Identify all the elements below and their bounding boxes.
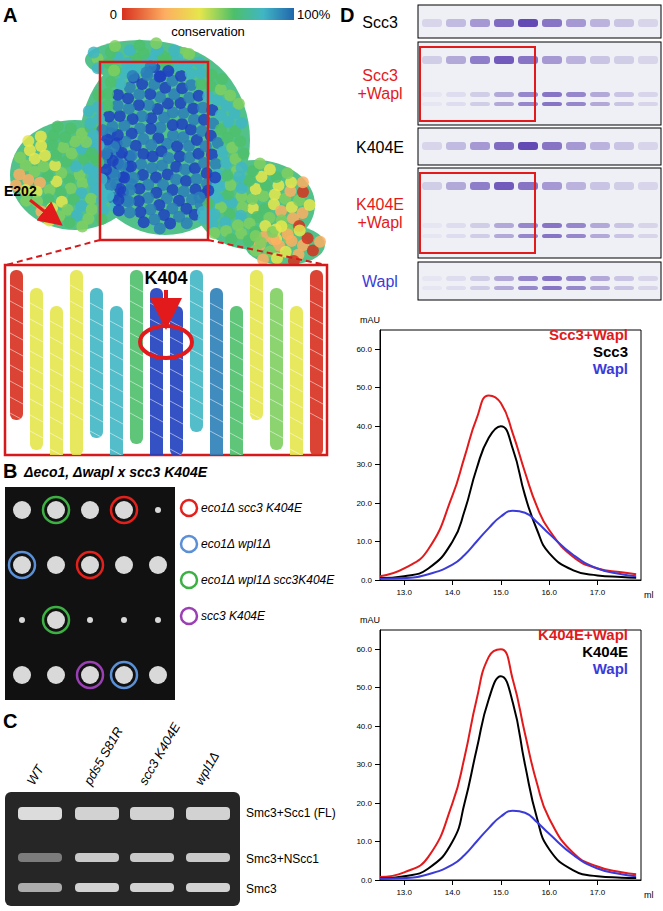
svg-text:WT: WT [24, 762, 48, 788]
svg-text:15.0: 15.0 [493, 888, 509, 897]
svg-text:scc3 K404E: scc3 K404E [136, 720, 184, 788]
svg-text:15.0: 15.0 [493, 588, 509, 597]
svg-text:20.0: 20.0 [356, 799, 372, 808]
svg-text:Smc3+Scc1 (FL): Smc3+Scc1 (FL) [246, 806, 336, 820]
svg-text:16.0: 16.0 [541, 588, 557, 597]
svg-text:eco1Δ scc3 K404E: eco1Δ scc3 K404E [201, 501, 303, 515]
svg-text:13.0: 13.0 [396, 588, 412, 597]
svg-text:Wapl: Wapl [593, 660, 628, 677]
svg-text:30.0: 30.0 [356, 460, 372, 469]
svg-text:C: C [3, 710, 17, 732]
svg-text:B: B [3, 460, 17, 482]
svg-text:ml: ml [644, 890, 654, 900]
svg-text:50.0: 50.0 [356, 683, 372, 692]
svg-text:10.0: 10.0 [356, 837, 372, 846]
svg-text:0.0: 0.0 [361, 876, 373, 885]
svg-text:14.0: 14.0 [445, 888, 461, 897]
svg-text:30.0: 30.0 [356, 760, 372, 769]
svg-text:14.0: 14.0 [445, 588, 461, 597]
svg-text:Smc3: Smc3 [246, 882, 277, 896]
svg-text:Smc3+NScc1: Smc3+NScc1 [246, 852, 319, 866]
svg-text:10.0: 10.0 [356, 537, 372, 546]
svg-text:Wapl: Wapl [362, 273, 398, 290]
svg-text:60.0: 60.0 [356, 645, 372, 654]
svg-text:0: 0 [110, 7, 117, 22]
svg-text:scc3 K404E: scc3 K404E [201, 609, 266, 623]
svg-text:Scc3: Scc3 [362, 14, 398, 31]
svg-text:E202: E202 [4, 183, 37, 199]
svg-text:0.0: 0.0 [361, 576, 373, 585]
svg-text:mAU: mAU [360, 315, 380, 325]
svg-text:40.0: 40.0 [356, 422, 372, 431]
svg-text:eco1Δ wpl1Δ: eco1Δ wpl1Δ [201, 537, 271, 551]
svg-text:conservation: conservation [171, 24, 245, 39]
svg-text:Scc3+Wapl: Scc3+Wapl [549, 326, 628, 343]
svg-text:Δeco1, Δwapl x scc3 K404E: Δeco1, Δwapl x scc3 K404E [23, 464, 208, 480]
svg-text:wpl1Δ: wpl1Δ [192, 749, 223, 787]
svg-text:60.0: 60.0 [356, 345, 372, 354]
svg-text:eco1Δ wpl1Δ scc3K404E: eco1Δ wpl1Δ scc3K404E [201, 573, 335, 587]
svg-text:17.0: 17.0 [590, 888, 606, 897]
svg-text:K404: K404 [144, 268, 187, 288]
svg-text:100%: 100% [297, 7, 331, 22]
svg-text:Wapl: Wapl [593, 360, 628, 377]
svg-text:17.0: 17.0 [590, 588, 606, 597]
svg-text:K404E+Wapl: K404E+Wapl [538, 626, 628, 643]
svg-text:K404E: K404E [582, 643, 628, 660]
svg-text:20.0: 20.0 [356, 499, 372, 508]
svg-text:ml: ml [644, 590, 654, 600]
svg-text:K404E+Wapl: K404E+Wapl [356, 196, 404, 231]
svg-text:40.0: 40.0 [356, 722, 372, 731]
svg-text:50.0: 50.0 [356, 383, 372, 392]
svg-text:mAU: mAU [360, 615, 380, 625]
svg-text:13.0: 13.0 [396, 888, 412, 897]
svg-text:Scc3+Wapl: Scc3+Wapl [357, 67, 402, 102]
svg-text:A: A [3, 4, 17, 26]
svg-text:pds5 S81R: pds5 S81R [80, 724, 126, 788]
svg-text:D: D [340, 4, 354, 26]
svg-text:16.0: 16.0 [541, 888, 557, 897]
svg-text:Scc3: Scc3 [593, 343, 628, 360]
svg-text:K404E: K404E [356, 139, 404, 156]
